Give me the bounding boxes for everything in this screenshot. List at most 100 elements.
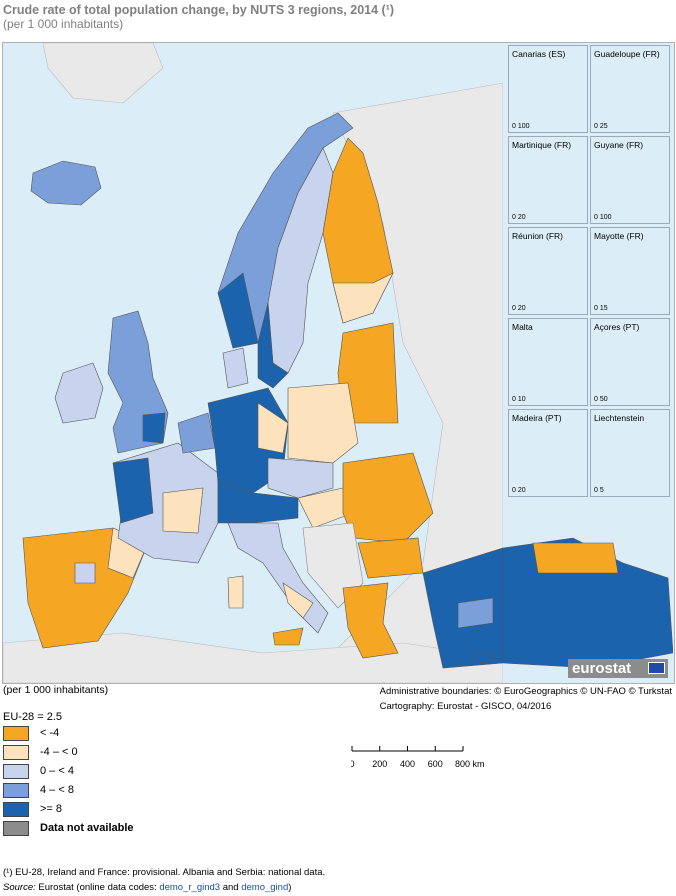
scale-bar-label: 200 xyxy=(372,759,387,769)
eu-average: EU-28 = 2.5 xyxy=(3,711,63,723)
sardinia-region xyxy=(227,575,244,609)
inset-reunion: Réunion (FR) 0 20 xyxy=(508,227,588,315)
legend-swatch xyxy=(3,782,29,798)
inset-martinique: Martinique (FR) 0 20 xyxy=(508,136,588,224)
inset-scale: 0 100 xyxy=(512,123,530,130)
scale-bar-label: 600 xyxy=(428,759,443,769)
inset-canarias: Canarias (ES) 0 100 xyxy=(508,45,588,133)
legend-item: -4 – < 0 xyxy=(3,743,134,761)
inset-acores: Açores (PT) 0 50 xyxy=(590,318,670,406)
greenland-land xyxy=(42,43,164,104)
legend-item: 4 – < 8 xyxy=(3,781,134,799)
inset-scale: 0 100 xyxy=(594,214,612,221)
inset-label: Liechtenstein xyxy=(594,413,645,423)
source-mid: and xyxy=(220,882,242,893)
eu-flag-icon xyxy=(648,662,665,674)
legend-item: < -4 xyxy=(3,724,134,742)
eurostat-logo: eurostat xyxy=(568,659,668,678)
inset-madeira: Madeira (PT) 0 20 xyxy=(508,409,588,497)
inset-label: Malta xyxy=(512,322,533,332)
inset-scale: 0 10 xyxy=(512,396,526,403)
legend-item: Data not available xyxy=(3,819,134,837)
inset-guyane: Guyane (FR) 0 100 xyxy=(590,136,670,224)
legend-swatch xyxy=(3,744,29,760)
inset-label: Martinique (FR) xyxy=(512,140,572,150)
source-code-link[interactable]: demo_r_gind3 xyxy=(159,882,221,893)
inset-label: Mayotte (FR) xyxy=(594,231,644,241)
baltics-region xyxy=(337,322,399,424)
legend-swatch xyxy=(3,820,29,836)
turkey-east-map xyxy=(503,537,673,669)
inset-scale: 0 20 xyxy=(512,214,526,221)
inset-label: Réunion (FR) xyxy=(512,231,564,241)
scale-bar-label: 800 km xyxy=(455,759,485,769)
inset-liechtenstein: Liechtenstein 0 5 xyxy=(590,409,670,497)
turkey-north-region xyxy=(532,542,619,574)
credits-boundaries: Administrative boundaries: © EuroGeograp… xyxy=(379,686,672,697)
romania-region xyxy=(342,452,434,544)
scale-bar-label: 400 xyxy=(400,759,415,769)
source-end: ) xyxy=(288,882,292,893)
map-frame: Canarias (ES) 0 100 Guadeloupe (FR) 0 25… xyxy=(2,42,675,684)
legend-label: -4 – < 0 xyxy=(40,746,78,758)
sicily-region xyxy=(272,627,304,646)
inset-scale: 0 5 xyxy=(594,487,604,494)
legend-swatch xyxy=(3,725,29,741)
unit-label: (per 1 000 inhabitants) xyxy=(3,684,109,696)
italy-south-region xyxy=(282,582,314,619)
inset-scale: 0 15 xyxy=(594,305,608,312)
credits-cartography: Cartography: Eurostat - GISCO, 04/2016 xyxy=(379,701,552,712)
poland-region xyxy=(287,382,359,464)
inset-scale: 0 20 xyxy=(512,487,526,494)
inset-label: Guadeloupe (FR) xyxy=(594,49,660,59)
inset-guadeloupe: Guadeloupe (FR) 0 25 xyxy=(590,45,670,133)
cyprus-region xyxy=(472,650,496,664)
eurostat-wordmark: eurostat xyxy=(572,660,632,677)
finland-south-region xyxy=(332,272,394,324)
alps-region xyxy=(217,482,299,524)
iceland-region xyxy=(30,160,102,206)
source-prefix: Source: xyxy=(3,882,36,893)
ireland-region xyxy=(54,362,104,424)
legend-label: Data not available xyxy=(40,822,134,834)
legend-swatch xyxy=(3,763,29,779)
source-line: Source: Eurostat (online data codes: dem… xyxy=(3,882,291,893)
inset-scale: 0 25 xyxy=(594,123,608,130)
madrid-region xyxy=(74,562,96,584)
scale-bar: 0 200 400 600 800 km xyxy=(351,746,485,769)
greece-region xyxy=(342,582,399,659)
scale-bar-label: 0 xyxy=(351,759,355,769)
map-credits: Administrative boundaries: © EuroGeograp… xyxy=(380,684,672,714)
legend-label: 0 – < 4 xyxy=(40,765,74,777)
czech-slovakia-region xyxy=(267,457,334,499)
legend-label: < -4 xyxy=(40,727,60,739)
map-subtitle: (per 1 000 inhabitants) xyxy=(3,17,124,31)
france-central-region xyxy=(162,487,204,534)
inset-label: Canarias (ES) xyxy=(512,49,566,59)
london-region xyxy=(142,412,166,444)
inset-malta: Malta 0 10 xyxy=(508,318,588,406)
turkey-inner-region xyxy=(457,597,494,629)
inset-label: Açores (PT) xyxy=(594,322,640,332)
source-code-link[interactable]: demo_gind xyxy=(241,882,289,893)
legend-swatch xyxy=(3,801,29,817)
legend-item: 0 – < 4 xyxy=(3,762,134,780)
footnote: (¹) EU-28, Ireland and France: provision… xyxy=(3,867,326,878)
inset-scale: 0 20 xyxy=(512,305,526,312)
legend-label: >= 8 xyxy=(40,803,63,815)
benelux-region xyxy=(177,412,216,454)
europe-map xyxy=(3,43,503,683)
legend: < -4 -4 – < 0 0 – < 4 4 – < 8 >= 8 Data … xyxy=(3,724,134,838)
germany-east-region xyxy=(257,402,289,454)
map-title: Crude rate of total population change, b… xyxy=(3,3,395,17)
france-west-region xyxy=(112,457,154,524)
legend-label: 4 – < 8 xyxy=(40,784,74,796)
source-text: Eurostat (online data codes: xyxy=(35,882,160,893)
inset-scale: 0 50 xyxy=(594,396,608,403)
inset-label: Guyane (FR) xyxy=(594,140,644,150)
denmark-region xyxy=(222,347,249,389)
inset-label: Madeira (PT) xyxy=(512,413,562,423)
bulgaria-region xyxy=(357,537,424,579)
legend-item: >= 8 xyxy=(3,800,134,818)
inset-mayotte: Mayotte (FR) 0 15 xyxy=(590,227,670,315)
